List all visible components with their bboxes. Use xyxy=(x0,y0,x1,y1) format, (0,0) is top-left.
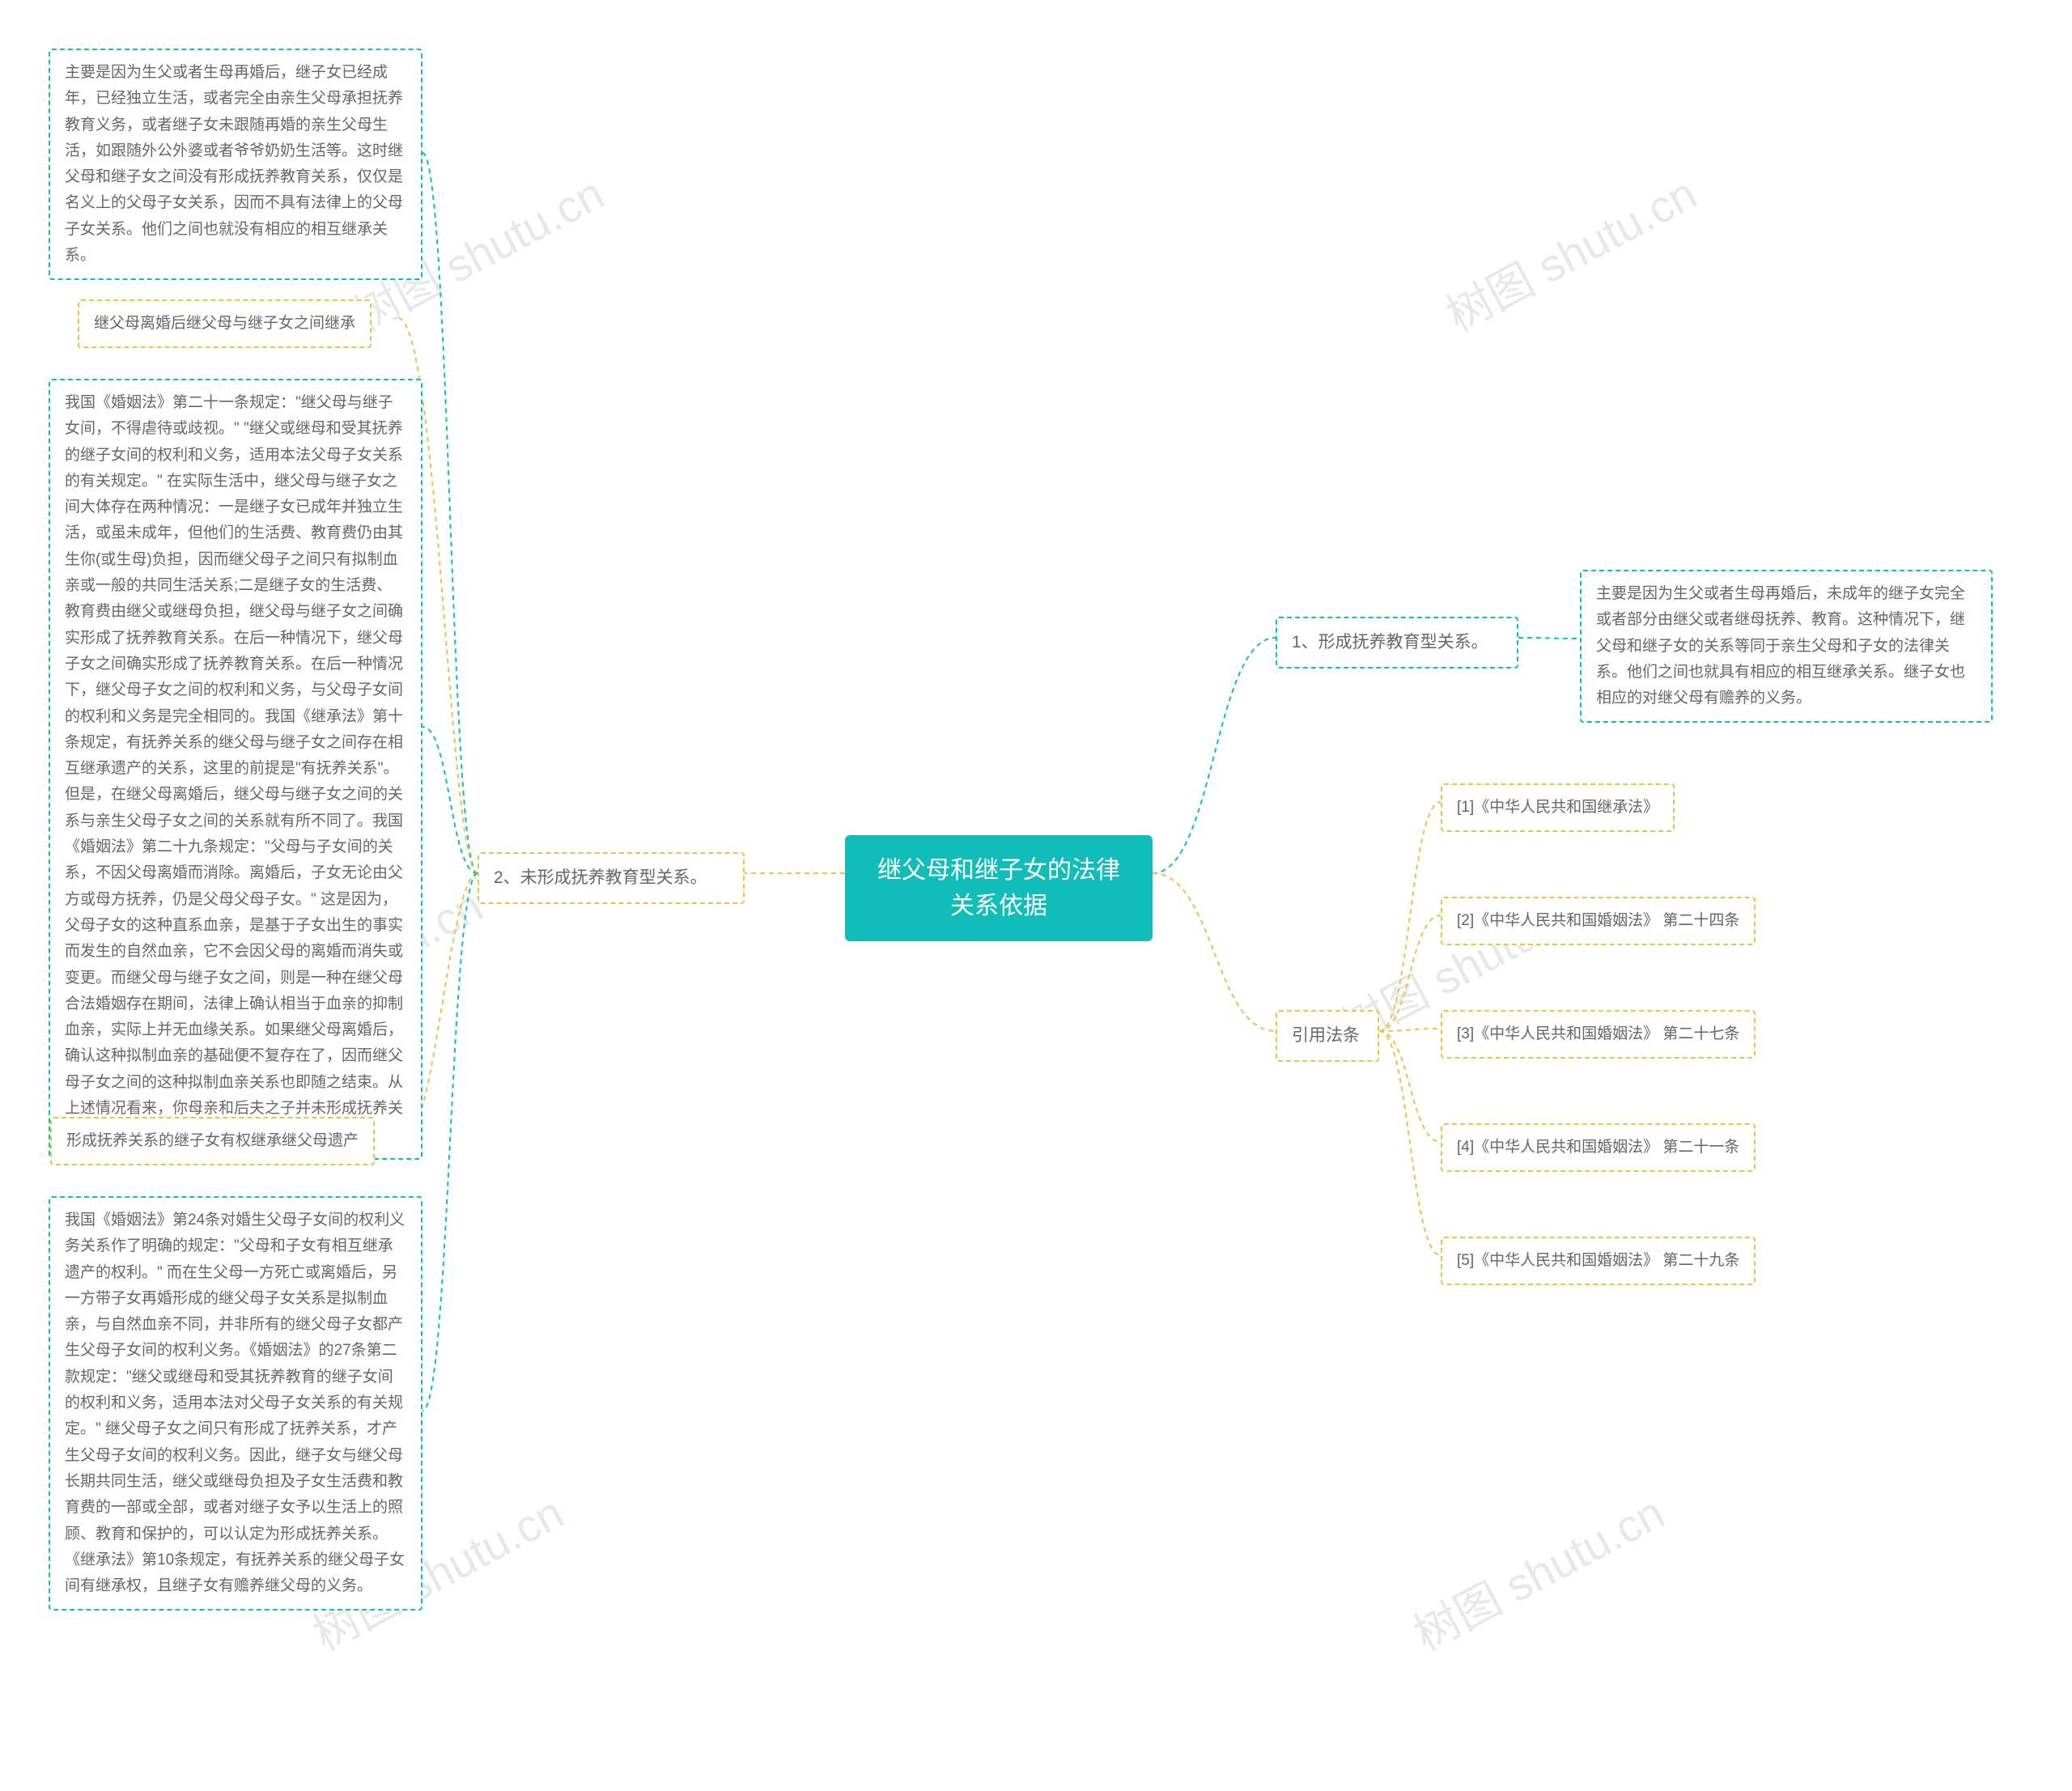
connector-path xyxy=(1379,915,1441,1031)
leaf-right2-1[interactable]: [2]《中华人民共和国婚姻法》 第二十四条 xyxy=(1441,897,1756,945)
leaf-right2-2[interactable]: [3]《中华人民共和国婚姻法》 第二十七条 xyxy=(1441,1010,1756,1059)
branch-left-1[interactable]: 2、未形成抚养教育型关系。 xyxy=(478,852,745,904)
leaf-left1-4[interactable]: 我国《婚姻法》第24条对婚生父母子女间的权利义务关系作了明确的规定："父母和子女… xyxy=(49,1196,422,1611)
leaf-left1-2[interactable]: 我国《婚姻法》第二十一条规定："继父母与继子女间，不得虐待或歧视。" "继父或继… xyxy=(49,379,422,1160)
mindmap-canvas: { "colors": { "teal": "#11bdb9", "yellow… xyxy=(0,0,2072,1791)
connector-path xyxy=(422,727,478,873)
watermark: 树图 shutu.cn xyxy=(1433,158,1707,345)
leaf-left1-1[interactable]: 继父母离婚后继父母与继子女之间继承 xyxy=(78,299,372,348)
leaf-right2-4[interactable]: [5]《中华人民共和国婚姻法》 第二十九条 xyxy=(1441,1237,1756,1285)
connector-path xyxy=(1153,873,1276,1031)
leaf-left1-3[interactable]: 形成抚养关系的继子女有权继承继父母遗产 xyxy=(50,1117,375,1165)
watermark: 树图 shutu.cn xyxy=(1401,1477,1675,1664)
branch-right-1[interactable]: 1、形成抚养教育型关系。 xyxy=(1276,617,1518,668)
leaf-right1-0[interactable]: 主要是因为生父或者生母再婚后，未成年的继子女完全或者部分由继父或者继母抚养、教育… xyxy=(1580,570,1993,723)
leaf-right2-0[interactable]: [1]《中华人民共和国继承法》 xyxy=(1441,783,1675,832)
connector-path xyxy=(1379,1029,1441,1031)
leaf-left1-0[interactable]: 主要是因为生父或者生母再婚后，继子女已经成年，已经独立生活，或者完全由亲生父母承… xyxy=(49,49,422,280)
leaf-right2-3[interactable]: [4]《中华人民共和国婚姻法》 第二十一条 xyxy=(1441,1123,1756,1172)
branch-right-2[interactable]: 引用法条 xyxy=(1276,1010,1379,1062)
connector-path xyxy=(1379,802,1441,1031)
connector-path xyxy=(1379,1031,1441,1255)
connector-path xyxy=(422,153,478,873)
connector-path xyxy=(1379,1031,1441,1142)
connector-path xyxy=(1153,638,1276,873)
connector-path xyxy=(422,873,478,1411)
center-node[interactable]: 继父母和继子女的法律关系依据 xyxy=(845,835,1153,941)
connector-path xyxy=(1518,638,1580,639)
